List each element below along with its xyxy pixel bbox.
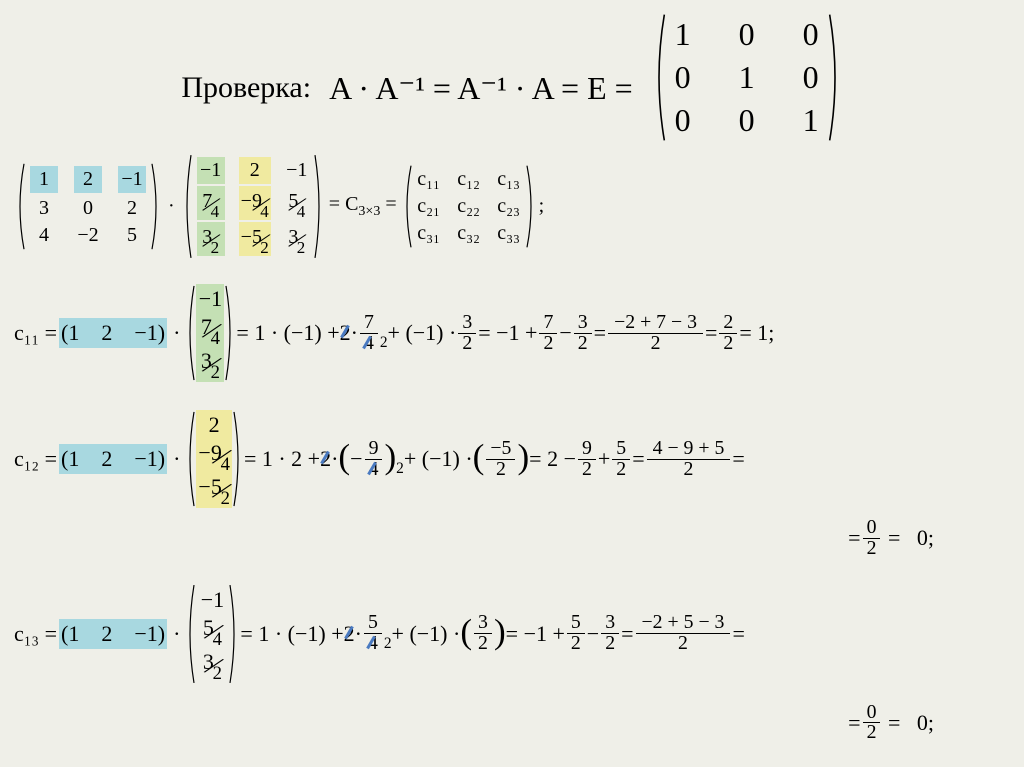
matrix-product-line: 12−1 302 4−25 · −1 2 −1 7⁄4 −9⁄4 5⁄4 3⁄2… <box>14 153 1024 260</box>
header-equation: Проверка: A · A⁻¹ = A⁻¹ · A = E = 100 01… <box>0 0 1024 143</box>
col-vector-c11: −1 7⁄4 3⁄2 <box>184 284 236 382</box>
header-label: Проверка: <box>181 51 311 105</box>
row-vector: (1 2 −1) <box>59 619 167 649</box>
col-vector-c13: −1 5⁄4 3⁄2 <box>184 583 240 685</box>
matrix-a-inverse: −1 2 −1 7⁄4 −9⁄4 5⁄4 3⁄2 −5⁄2 3⁄2 <box>181 153 325 260</box>
col-vector-c12: 2 −9⁄4 −5⁄2 <box>184 410 244 508</box>
calc-c13: c₁₃ = (1 2 −1) · −1 5⁄4 3⁄2 = 1 · (−1) +… <box>14 583 1024 685</box>
calc-c12: c₁₂ = (1 2 −1) · 2 −9⁄4 −5⁄2 = 1 · 2 + 2… <box>14 410 1024 508</box>
calc-c12-cont: = 02 = 0; <box>14 518 934 559</box>
row-vector: (1 2 −1) <box>59 444 167 474</box>
identity-matrix: 100 010 001 <box>651 12 843 143</box>
cancel-2: 2 <box>340 320 351 346</box>
dot-operator: · <box>168 195 175 218</box>
matrix-a: 12−1 302 4−25 <box>14 162 162 251</box>
calc-c13-cont: = 02 = 0; <box>14 703 934 744</box>
eq-c: = C3×3 = <box>329 193 397 220</box>
header-formula: A · A⁻¹ = A⁻¹ · A = E = <box>329 49 633 107</box>
row-vector: (1 2 −1) <box>59 318 167 348</box>
calc-c11: c₁₁ = (1 2 −1) · −1 7⁄4 3⁄2 = 1 · (−1) +… <box>14 284 1024 382</box>
matrix-c: c₁₁c₁₂c₁₃ c₂₁c₂₂c₂₃ c₃₁c₃₂c₃₃ <box>401 164 537 249</box>
